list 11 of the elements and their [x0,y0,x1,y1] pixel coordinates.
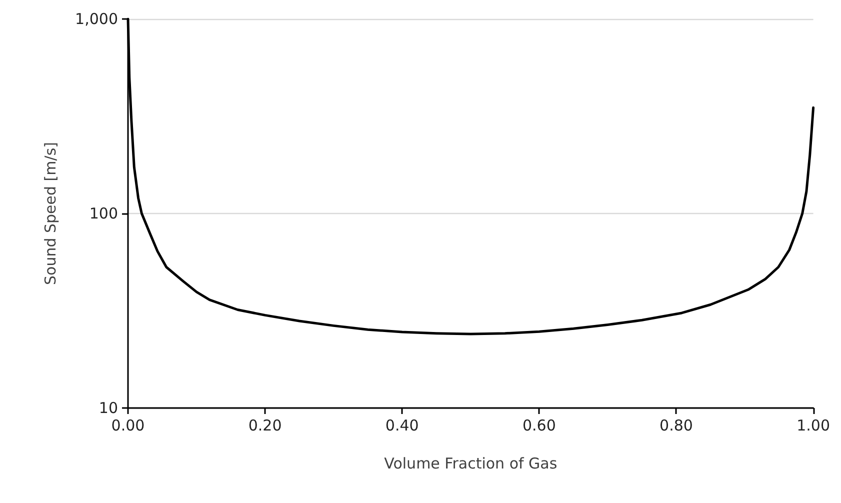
x-tick-label: 0.20 [248,416,282,434]
x-axis-title: Volume Fraction of Gas [384,454,558,472]
y-tick-label: 10 [98,399,118,417]
x-tick-label: 0.40 [385,416,419,434]
x-tick-label: 0.00 [111,416,145,434]
y-axis-title: Sound Speed [m/s] [42,142,60,285]
y-tick-label: 1,000 [75,10,118,28]
x-tick-label: 0.60 [522,416,556,434]
x-tick-label: 1.00 [796,416,830,434]
y-tick-label: 100 [89,204,118,222]
x-tick-label: 0.80 [660,416,693,434]
